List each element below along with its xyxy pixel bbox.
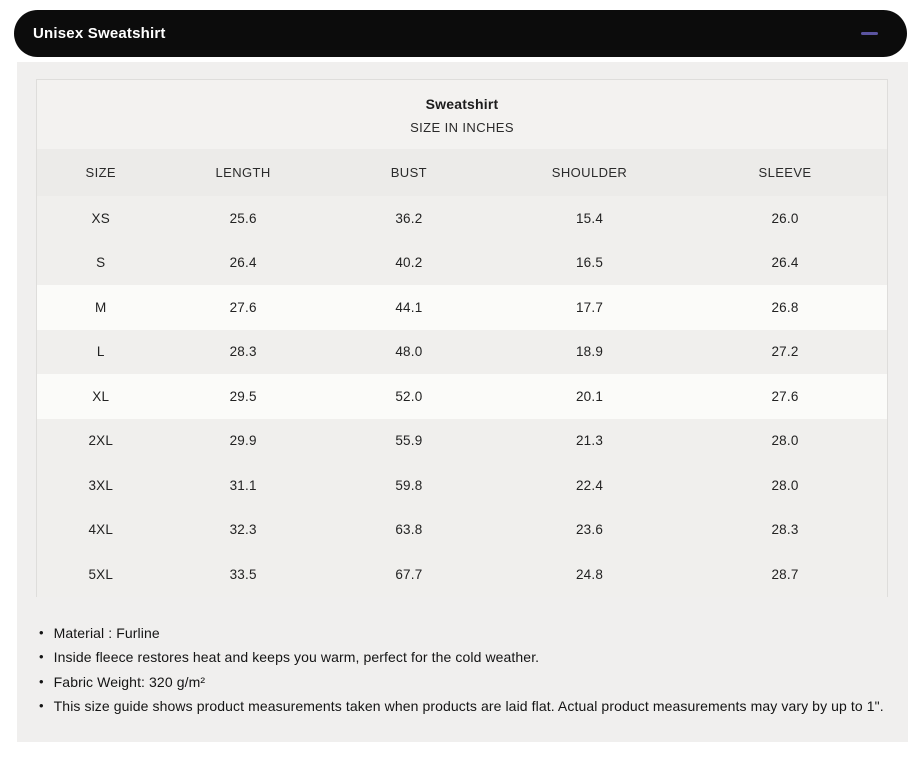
cell-sleeve: 27.6: [683, 374, 887, 419]
cell-size: L: [37, 329, 165, 374]
size-row-3xl: 3XL 31.1 59.8 22.4 28.0: [37, 463, 887, 508]
cell-shoulder: 18.9: [496, 329, 683, 374]
bullet-icon: •: [39, 649, 44, 664]
cell-size: M: [37, 285, 165, 330]
cell-bust: 63.8: [321, 507, 496, 552]
cell-size: S: [37, 240, 165, 285]
cell-length: 29.9: [164, 418, 322, 463]
cell-length: 25.6: [164, 196, 322, 241]
cell-sleeve: 26.8: [683, 285, 887, 330]
cell-bust: 55.9: [321, 418, 496, 463]
cell-size: 3XL: [37, 463, 165, 508]
cell-bust: 40.2: [321, 240, 496, 285]
note-item: • Material : Furline: [30, 621, 895, 646]
cell-bust: 59.8: [321, 463, 496, 508]
cell-sleeve: 28.7: [683, 552, 887, 597]
cell-size: 2XL: [37, 418, 165, 463]
note-item: • Inside fleece restores heat and keeps y…: [30, 645, 895, 670]
column-header-bust: BUST: [321, 149, 496, 196]
cell-length: 33.5: [164, 552, 322, 597]
cell-length: 27.6: [164, 285, 322, 330]
size-row-2xl: 2XL 29.9 55.9 21.3 28.0: [37, 418, 887, 463]
size-row-m: M 27.6 44.1 17.7 26.8: [37, 285, 887, 330]
column-header-size: SIZE: [37, 149, 165, 196]
table-subtitle: SIZE IN INCHES: [410, 120, 514, 135]
cell-bust: 36.2: [321, 196, 496, 241]
column-header-length: LENGTH: [164, 149, 322, 196]
cell-sleeve: 28.0: [683, 418, 887, 463]
table-title: Sweatshirt: [425, 96, 499, 112]
bullet-icon: •: [39, 698, 44, 713]
cell-size: 4XL: [37, 507, 165, 552]
cell-shoulder: 24.8: [496, 552, 683, 597]
cell-shoulder: 22.4: [496, 463, 683, 508]
size-table: Sweatshirt SIZE IN INCHES SIZE LENGTH BUST…: [37, 80, 887, 597]
cell-sleeve: 27.2: [683, 329, 887, 374]
cell-shoulder: 15.4: [496, 196, 683, 241]
cell-sleeve: 28.0: [683, 463, 887, 508]
minus-icon: [860, 32, 878, 35]
note-item: • This size guide shows product measureme…: [30, 694, 895, 719]
size-table-caption: Sweatshirt SIZE IN INCHES: [37, 80, 887, 149]
cell-shoulder: 21.3: [496, 418, 683, 463]
bullet-icon: •: [39, 624, 44, 640]
note-item: • Fabric Weight: 320 g/m²: [30, 670, 895, 695]
size-row-4xl: 4XL 32.3 63.8 23.6 28.3: [37, 507, 887, 552]
size-row-xl: XL 29.5 52.0 20.1 27.6: [37, 374, 887, 419]
cell-sleeve: 26.0: [683, 196, 887, 241]
size-chart-panel: Sweatshirt SIZE IN INCHES SIZE LENGTH BUST…: [17, 62, 908, 742]
size-chart-accordion-header[interactable]: Unisex Sweatshirt: [14, 10, 907, 57]
cell-bust: 67.7: [321, 552, 496, 597]
cell-shoulder: 20.1: [496, 374, 683, 419]
cell-length: 26.4: [164, 240, 322, 285]
product-notes: • Material : Furline • Inside fleece restor…: [30, 621, 895, 729]
cell-sleeve: 26.4: [683, 240, 887, 285]
cell-bust: 48.0: [321, 329, 496, 374]
collapse-button[interactable]: [857, 22, 881, 46]
cell-size: XL: [37, 374, 165, 419]
cell-length: 32.3: [164, 507, 322, 552]
cell-size: 5XL: [37, 552, 165, 597]
table-header-row: SIZE LENGTH BUST SHOULDER SLEEVE: [37, 149, 887, 196]
size-row-l: L 28.3 48.0 18.9 27.2: [37, 329, 887, 374]
cell-size: XS: [37, 196, 165, 241]
size-row-5xl: 5XL 33.5 67.7 24.8 28.7: [37, 552, 887, 597]
cell-shoulder: 16.5: [496, 240, 683, 285]
cell-length: 31.1: [164, 463, 322, 508]
size-row-xs: XS 25.6 36.2 15.4 26.0: [37, 196, 887, 241]
bullet-icon: •: [39, 673, 44, 689]
cell-length: 29.5: [164, 374, 322, 419]
column-header-shoulder: SHOULDER: [496, 149, 683, 196]
cell-shoulder: 17.7: [496, 285, 683, 330]
size-row-s: S 26.4 40.2 16.5 26.4: [37, 240, 887, 285]
accordion-title: Unisex Sweatshirt: [33, 25, 166, 42]
cell-bust: 52.0: [321, 374, 496, 419]
size-table-body: XS 25.6 36.2 15.4 26.0 S 26.4 40.2 16.5 26.4 M 27.6…: [37, 196, 887, 597]
size-table-container: Sweatshirt SIZE IN INCHES SIZE LENGTH BUST…: [36, 79, 888, 597]
cell-shoulder: 23.6: [496, 507, 683, 552]
cell-bust: 44.1: [321, 285, 496, 330]
column-header-sleeve: SLEEVE: [683, 149, 887, 196]
cell-length: 28.3: [164, 329, 322, 374]
cell-sleeve: 28.3: [683, 507, 887, 552]
